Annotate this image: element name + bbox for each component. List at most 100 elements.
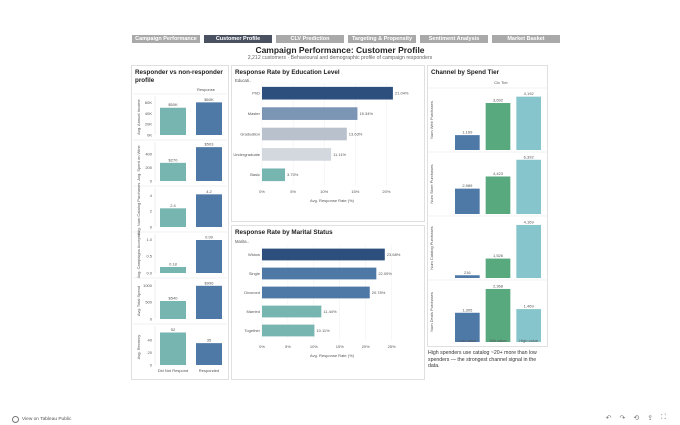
education-axis-title: Avg. Response Rate (%) [310,198,355,203]
responder-tick-label: 0 [150,178,153,183]
insight-panel [427,348,548,380]
responder-tick-label: 1.0 [146,237,152,242]
education-bar [262,127,347,141]
responder-bar [196,343,222,365]
responder-category-label: Did Not Respond [158,368,188,373]
channel-bar [455,188,480,214]
responder-tick-label: 0.5 [146,254,152,259]
education-value-label: 13.63% [349,131,363,136]
marital-category-label: Single [249,271,261,276]
tab-campaign-performance[interactable]: Campaign Performance [132,35,200,43]
responder-row-label: Avg. Total Spend [136,286,141,316]
marital-category-label: Together [244,328,260,333]
responder-bar-label: 0.99 [205,235,214,240]
fullscreen-icon[interactable]: ⛶ [661,414,666,421]
channel-row-label: Num Catalog Purchases [429,226,434,269]
tab-targeting-propensity[interactable]: Targeting & Propensity [348,35,416,43]
channel-category-label: Mid value [489,338,507,343]
responder-bar-label: $50K [168,102,178,107]
page-subtitle: 2,212 customers · Behavioural and demogr… [247,55,433,61]
marital-tick-label: 5% [285,344,291,349]
responder-tick-label: 0 [150,224,153,229]
share-icon[interactable]: ⇪ [647,415,654,422]
education-category-label: Master [248,111,261,116]
marital-filter[interactable]: Marita.. [235,239,249,244]
education-panel-title: Response Rate by Education Level [235,69,340,76]
responder-bar-label: 52 [171,327,176,332]
dashboard-tabs: Campaign Performance Customer Profile CLV … [132,35,560,43]
channel-row-label: Num Web Purchases [429,101,434,139]
tab-sentiment-analysis[interactable]: Sentiment Analysis [420,35,488,43]
marital-tick-label: 10% [310,344,318,349]
channel-bar-label: 216 [464,270,471,275]
responder-bar [160,208,186,227]
education-value-label: 11.11% [333,152,346,157]
responder-tick-label: 0.0 [146,270,152,275]
tableau-icon [12,416,19,423]
responder-bar [196,285,222,319]
marital-tick-label: 15% [336,344,344,349]
responder-bar-label: 2.4 [170,203,176,208]
channel-bar-label: 2,368 [493,283,504,288]
channel-panel-title: Channel by Spend Tier [431,69,500,76]
channel-bar [516,309,541,342]
channel-bar [455,135,480,150]
channel-row-label: Num Store Purchases [429,164,434,203]
channel-bar [485,288,511,342]
responder-column-header: Response [197,87,216,92]
marital-tick-label: 0% [259,344,265,349]
responder-tick-label: 400 [145,151,152,156]
responder-bar [160,332,186,365]
marital-bar [262,305,322,318]
tab-market-basket[interactable]: Market Basket [492,35,560,43]
channel-bar [485,176,511,214]
page-title: Campaign Performance: Customer Profile [255,45,425,55]
responder-bar-label: 35 [207,338,212,343]
responder-bar [160,301,186,319]
footer-link[interactable]: View on Tableau Public [12,416,71,423]
responder-bar [196,147,222,181]
channel-bar-label: 1,469 [524,304,535,309]
channel-bar-label: 6,392 [524,154,535,159]
responder-tick-label: 500 [145,300,152,305]
marital-value-label: 22.05% [378,271,392,276]
marital-value-label: 11.44% [323,309,337,314]
responder-row-label: Avg. Annual Income [136,98,141,134]
marital-tick-label: 25% [388,344,396,349]
responder-bar-label: $540 [169,296,179,301]
tab-clv-prediction[interactable]: CLV Prediction [276,35,344,43]
education-tick-label: 15% [351,189,359,194]
responder-tick-label: 0 [150,316,153,321]
marital-bar [262,286,370,299]
education-category-label: Graduation [240,131,260,136]
responder-row-label: Avg. Num Catalog Purchases [136,183,141,235]
tab-customer-profile[interactable]: Customer Profile [204,35,272,43]
education-value-label: 3.70% [287,172,299,177]
responder-tick-label: 40 [148,337,153,342]
education-filter[interactable]: Educati.. [235,78,252,83]
channel-bar [516,159,541,214]
marital-bar [262,248,385,261]
marital-bar [262,324,315,337]
responder-tick-label: 20K [145,122,152,127]
responder-bar [196,194,222,227]
undo-icon[interactable]: ↶ [605,415,612,422]
marital-panel-title: Response Rate by Marital Status [235,229,333,236]
responder-bar-label: $270 [169,157,179,162]
marital-bar [262,267,377,280]
education-bar [262,86,393,100]
marital-category-label: Married [246,309,260,314]
channel-bar [455,275,480,278]
responder-row-label: Avg. Recency [136,335,141,360]
channel-bar-label: 2,989 [462,183,473,188]
responder-tick-label: 0 [150,362,153,367]
education-tick-label: 0% [259,189,265,194]
redo-icon[interactable]: ↷ [619,415,626,422]
responder-bar-label: $996 [205,280,215,285]
channel-bar-label: 3,692 [493,98,504,103]
responder-bar-label: $503 [205,142,215,147]
channel-category-label: Low value [458,338,477,343]
revert-icon[interactable]: ⟲ [633,415,640,422]
responder-bar [160,162,186,181]
